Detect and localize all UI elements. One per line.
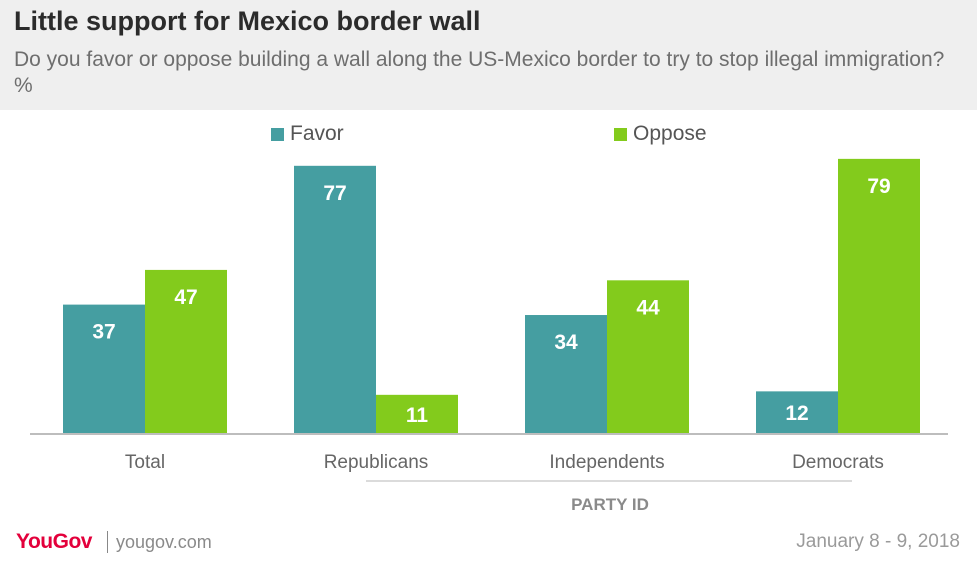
bar-oppose-republicans [376,394,458,433]
legend-oppose-label: Oppose [633,122,707,145]
party-id-label: PARTY ID [571,495,649,514]
yougov-logo: YouGov [16,530,92,553]
category-label-independents: Independents [549,452,664,473]
bar-favor-democrats [756,391,838,433]
legend-favor-swatch [271,127,284,141]
bar-oppose-total [145,269,227,433]
value-label-favor-republicans: 77 [323,182,346,205]
chart-header: Little support for Mexico border wall Do… [0,0,977,110]
value-label-oppose-independents: 44 [636,296,660,319]
chart-subtitle: Do you favor or oppose building a wall a… [14,48,945,97]
bar-favor-independents [525,315,607,433]
footer-separator [107,531,108,553]
bar-favor-total [63,304,145,433]
legend-oppose-swatch [614,127,627,141]
value-label-oppose-total: 47 [174,286,197,309]
category-label-total: Total [125,452,165,473]
bar-oppose-independents [607,280,689,433]
value-label-oppose-democrats: 79 [867,175,890,198]
value-label-favor-independents: 34 [554,331,578,354]
footer-site: yougov.com [116,532,212,552]
legend-favor: Favor [271,121,344,147]
survey-date: January 8 - 9, 2018 [796,531,960,552]
bar-favor-republicans [294,165,376,433]
value-label-favor-total: 37 [92,321,115,344]
category-label-democrats: Democrats [792,452,884,473]
legend-favor-label: Favor [290,122,344,145]
legend-oppose: Oppose [614,121,707,147]
bar-oppose-democrats [838,158,920,433]
value-label-oppose-republicans: 11 [406,404,429,427]
value-label-favor-democrats: 12 [785,402,808,425]
category-label-republicans: Republicans [324,452,429,473]
chart-title: Little support for Mexico border wall [14,6,481,36]
